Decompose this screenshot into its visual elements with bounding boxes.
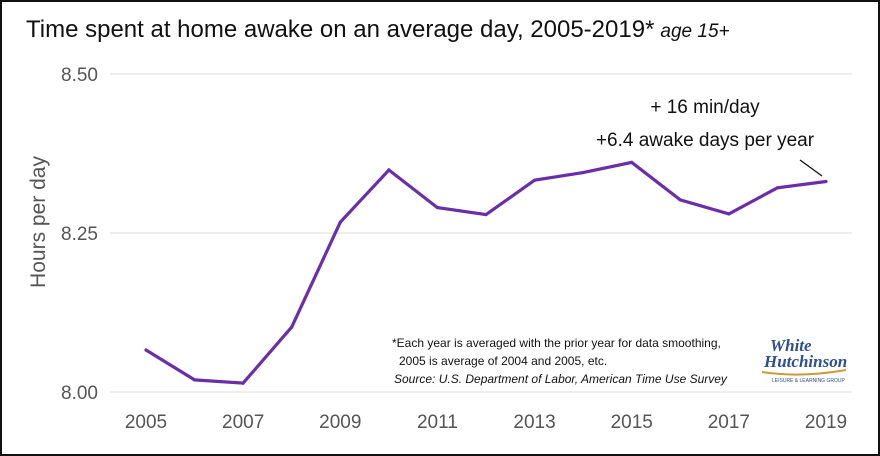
data-point-2008 <box>290 325 294 329</box>
annotation-min-per-day: + 16 min/day <box>650 97 760 118</box>
chart-subtitle: age 15+ <box>660 21 730 42</box>
data-point-2014 <box>581 170 585 175</box>
data-point-2016 <box>678 198 682 202</box>
x-tick-label: 2011 <box>417 412 458 433</box>
footnote-smoothing: *Each year is averaged with the prior ye… <box>392 336 721 350</box>
data-point-2015 <box>630 160 634 165</box>
data-point-2019 <box>824 179 828 184</box>
footnote-average: 2005 is average of 2004 and 2005, etc. <box>399 354 607 368</box>
data-point-2009 <box>338 220 342 224</box>
data-point-2007 <box>241 381 245 385</box>
data-points-layer <box>144 160 828 385</box>
data-point-2017 <box>727 212 731 216</box>
logo-line-white: White <box>770 336 812 355</box>
gridlines <box>110 73 852 393</box>
data-point-2010 <box>387 168 391 172</box>
x-tick-label: 2007 <box>222 412 264 433</box>
chart-title-block: Time spent at home awake on an average d… <box>26 16 730 44</box>
footnote-source: Source: U.S. Department of Labor, Americ… <box>394 372 728 386</box>
chart-title: Time spent at home awake on an average d… <box>26 16 655 43</box>
y-tick-label: 8.50 <box>61 65 98 86</box>
brand-logo: White Hutchinson LEISURE & LEARNING GROU… <box>761 336 847 384</box>
annotation-awake-days: +6.4 awake days per year <box>596 130 815 151</box>
data-point-2011 <box>435 205 440 210</box>
y-axis-title: Hours per day <box>27 156 50 288</box>
data-point-2006 <box>192 378 197 382</box>
x-tick-label: 2013 <box>513 412 555 433</box>
annotation-pointer-line <box>799 159 823 177</box>
x-tick-label: 2015 <box>611 412 653 433</box>
logo-line-hutchinson: Hutchinson <box>763 352 847 371</box>
x-tick-label: 2005 <box>125 412 167 433</box>
x-tick-label: 2009 <box>319 412 361 433</box>
x-tick-label: 2019 <box>805 412 847 433</box>
x-axis-ticks: 2005 2007 2009 2011 2013 2015 2017 2019 <box>125 412 847 433</box>
x-tick-label: 2017 <box>708 412 750 433</box>
data-point-2005 <box>144 348 148 352</box>
data-point-2013 <box>532 178 537 182</box>
data-point-2018 <box>775 186 780 190</box>
data-point-2012 <box>484 212 488 217</box>
y-tick-label: 8.25 <box>61 224 98 245</box>
logo-swoosh-icon <box>761 369 847 376</box>
y-tick-label: 8.00 <box>61 383 98 404</box>
y-axis-ticks: 8.00 8.25 8.50 <box>61 65 98 404</box>
logo-tagline: LEISURE & LEARNING GROUP <box>772 378 845 384</box>
